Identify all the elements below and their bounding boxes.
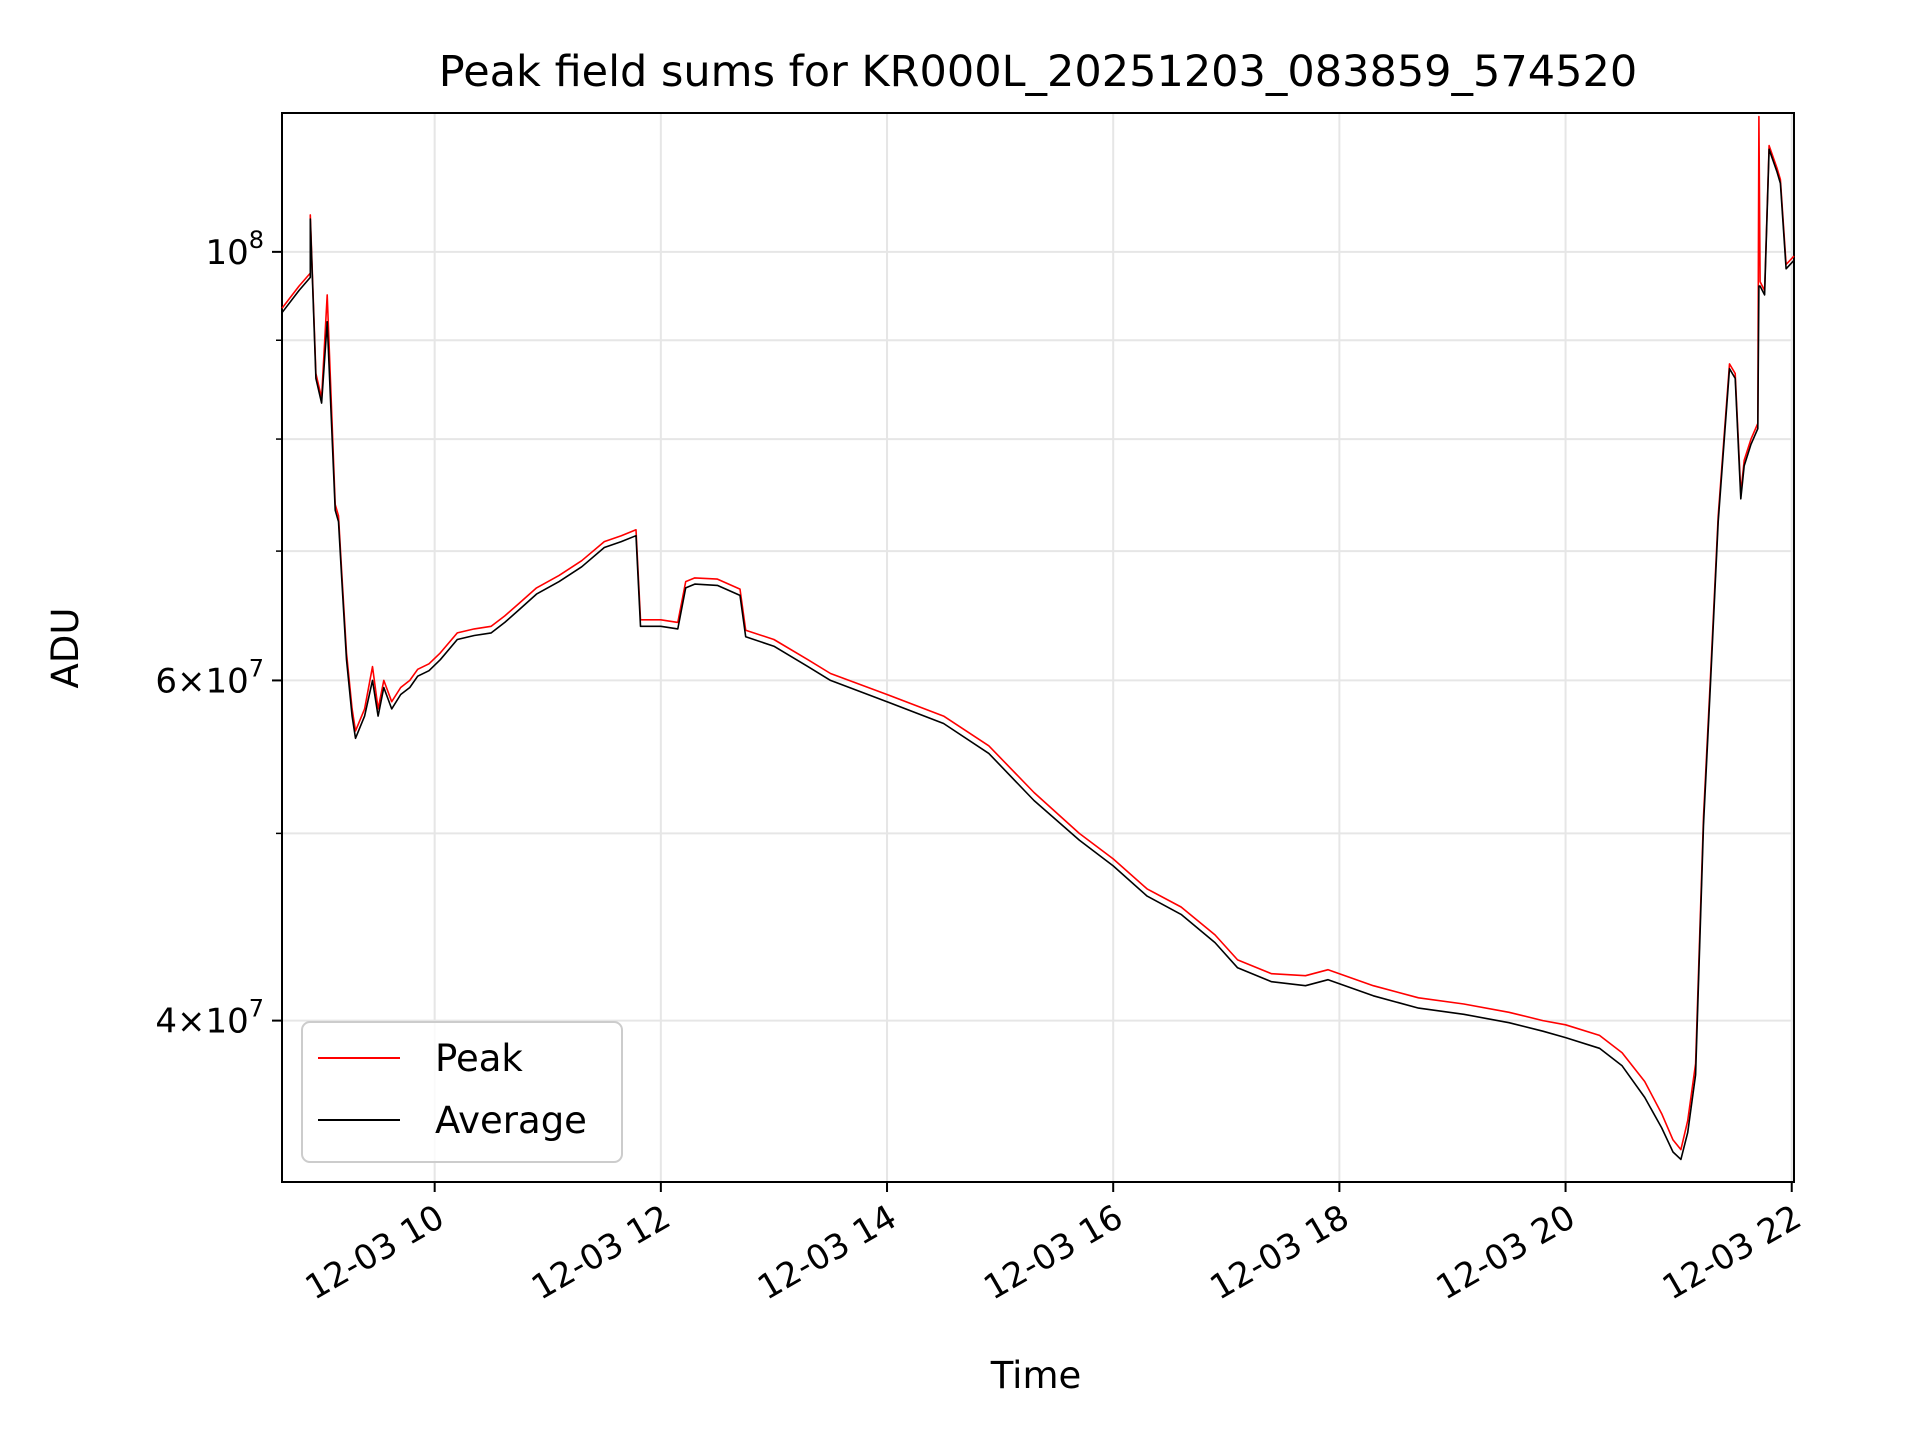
y-tick-exponent: 7	[249, 995, 264, 1023]
y-tick-times: ×10	[177, 661, 249, 701]
y-tick-label: 6×107	[155, 654, 264, 701]
x-axis-label: Time	[990, 1354, 1082, 1397]
legend-peak-label: Peak	[435, 1037, 523, 1080]
y-tick-exponent: 7	[249, 654, 264, 682]
y-axis-label: ADU	[44, 608, 87, 689]
legend: Peak Average	[301, 1021, 623, 1163]
legend-average-label: Average	[435, 1099, 587, 1142]
series-line-average	[281, 148, 1795, 1161]
y-tick-mantissa: 6	[155, 661, 177, 701]
plot-frame	[281, 112, 1795, 1183]
series-layer	[281, 115, 1795, 1161]
y-tick-label: 4×107	[155, 995, 264, 1042]
y-tick-label: 108	[205, 226, 264, 273]
chart-title: Peak field sums for KR000L_20251203_0838…	[439, 47, 1637, 97]
y-tick-exponent: 8	[249, 226, 264, 254]
grid	[282, 113, 1794, 1182]
y-tick-base: 10	[205, 233, 248, 273]
y-tick-times: ×10	[177, 1002, 249, 1042]
y-tick-mantissa: 4	[155, 1002, 177, 1042]
